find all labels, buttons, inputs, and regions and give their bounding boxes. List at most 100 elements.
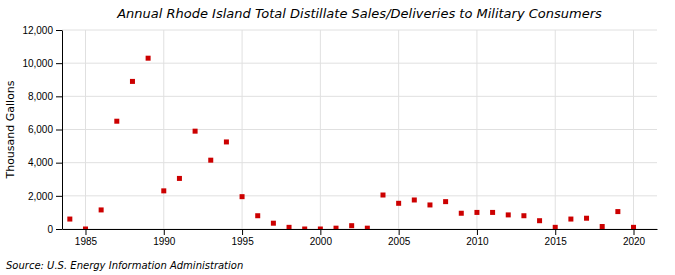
point [302,227,307,230]
tick-label: 10,000 [22,58,53,69]
y-tick: 6,000 [28,124,62,135]
point [177,176,182,181]
tick-label: 4,000 [28,157,53,168]
grid [62,30,657,229]
point [287,225,292,229]
y-tick: 2,000 [28,191,62,202]
tick-mark [56,163,62,164]
tick-mark [56,130,62,131]
tick-mark [555,229,556,235]
point [271,221,276,226]
tick-mark [634,229,635,235]
annotation: Source: U.S. Energy Information Administ… [6,260,243,271]
y-tick: 8,000 [28,91,62,102]
point [208,158,213,163]
tick-mark [56,196,62,197]
tick-mark [56,30,62,31]
tick-label: 6,000 [28,124,53,135]
point [365,226,370,229]
point [146,56,151,61]
point [631,225,636,229]
tick-mark [320,229,321,235]
point [537,218,542,223]
tick-mark [56,229,62,230]
grid-line [62,63,657,64]
x-tick: 1990 [153,229,176,247]
tick-label: 2015 [545,236,568,247]
tick-label: 1990 [153,236,176,247]
grid-line [62,96,657,97]
tick-label: 0 [47,224,53,235]
point [334,226,339,229]
point [553,225,558,229]
tick-label: 8,000 [28,91,53,102]
point [443,199,448,204]
tick-label: 2,000 [28,191,53,202]
point [615,209,620,214]
chart: 1985 1990 1995 2000 2005 2010 2015 2020 0 2,000 4,… [0,0,675,275]
tick-mark [56,96,62,97]
tick-mark [399,229,400,235]
plot: 1985 1990 1995 2000 2005 2010 2015 2020 0 2,000 4,… [22,25,657,247]
point [600,224,605,229]
point [521,213,526,218]
tick-mark [56,63,62,64]
point [130,79,135,84]
tick-label: 2000 [310,236,333,247]
tick-label: 2020 [623,236,646,247]
y-tick: 10,000 [22,58,62,69]
point [318,227,323,230]
point [255,213,260,218]
point [193,129,198,134]
tick-mark [242,229,243,235]
point [380,193,385,198]
point [240,194,245,199]
point [114,119,119,124]
grid-line [62,129,657,130]
point [568,217,573,222]
x-tick: 1995 [231,229,254,247]
tick-mark [477,229,478,235]
y-tick: 12,000 [22,25,62,36]
points [67,56,636,229]
x-tick: 2020 [623,229,646,247]
grid-line [62,229,657,230]
tick-mark [85,229,86,235]
point [459,211,464,216]
point [224,139,229,144]
point [506,212,511,217]
point [427,202,432,207]
point [474,210,479,215]
tick-label: 2010 [466,236,489,247]
x-tick: 1985 [75,229,98,247]
point [99,207,104,212]
point [412,197,417,202]
x-tick: 2015 [545,229,568,247]
title: Annual Rhode Island Total Distillate Sal… [116,6,602,21]
point [67,217,72,222]
tick-label: 12,000 [22,25,53,36]
x-axis: 1985 1990 1995 2000 2005 2010 2015 2020 [63,229,658,247]
y-axis: 0 2,000 4,000 6,000 8,000 10,000 12,000 [22,25,62,235]
tick-mark [164,229,165,235]
grid-line [62,162,657,163]
tick-label: 1985 [75,236,98,247]
axis-line [62,31,63,230]
y-tick: 4,000 [28,157,62,168]
point [349,223,354,228]
tick-label: 2005 [388,236,411,247]
x-tick: 2000 [310,229,333,247]
grid-line [62,195,657,196]
y-label: Thousand Gallons [4,80,17,179]
x-tick: 2010 [466,229,489,247]
point [161,188,166,193]
point [584,216,589,221]
y-tick: 0 [47,224,62,235]
grid-line [62,30,657,31]
x-tick: 2005 [388,229,411,247]
axis-line [63,229,658,230]
point [490,210,495,215]
tick-label: 1995 [231,236,254,247]
point [83,227,88,230]
point [396,201,401,206]
